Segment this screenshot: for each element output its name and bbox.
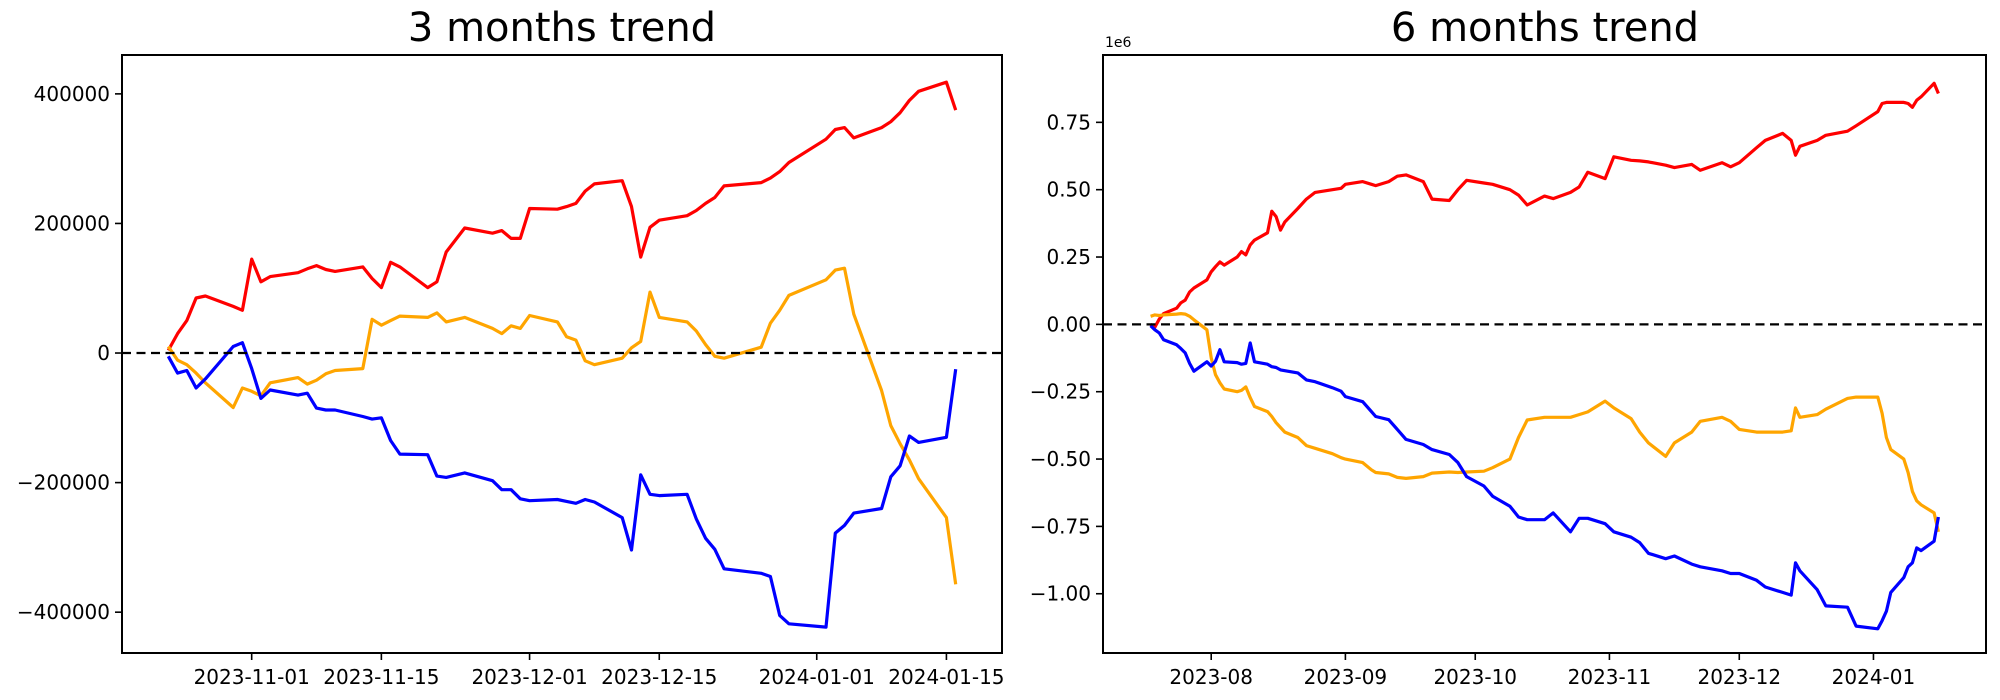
y-tick-label: 0.50 (1046, 178, 1091, 202)
x-tick-label: 2023-12-15 (601, 665, 717, 689)
y-tick-label: −0.25 (1030, 380, 1091, 404)
x-tick-label: 2023-09 (1304, 665, 1388, 689)
x-tick-label: 2024-01-01 (759, 665, 875, 689)
y-tick-label: −200000 (17, 471, 110, 495)
chart-title: 3 months trend (407, 5, 717, 51)
x-tick-label: 2023-12-01 (471, 665, 587, 689)
x-tick-label: 2023-11 (1568, 665, 1652, 689)
y-axis-offset-label: 1e6 (1105, 35, 1132, 51)
chart-canvas-6-months: 0.75 0.50 0.25 0.00 −0.25 −0.50 −0.75 −1.00 2023… (1030, 35, 1987, 689)
series-line-red (166, 80, 958, 352)
x-tick-label: 2023-08 (1169, 665, 1253, 689)
series-line-orange (166, 266, 958, 585)
plot-border (121, 54, 1003, 654)
x-tick-label: 2023-10 (1433, 665, 1517, 689)
y-tick-label: −1.00 (1030, 582, 1091, 606)
y-tick-label: 0.75 (1046, 110, 1091, 134)
y-tick-label: −0.50 (1030, 447, 1091, 471)
y-tick-label: 0.00 (1046, 312, 1091, 336)
chart-6-months-trend: 6 months trend 0.75 0.50 0.25 0.00 −0.25 −0.5… (1010, 0, 2000, 700)
series-line-blue (1149, 324, 1940, 631)
y-tick-label: 0.25 (1046, 245, 1091, 269)
series-line-orange (1150, 312, 1940, 533)
chart-title: 6 months trend (1390, 5, 1700, 51)
x-tick-label: 2023-11-15 (323, 665, 439, 689)
x-tick-label: 2023-11-01 (194, 665, 310, 689)
y-tick-label: 400000 (34, 82, 110, 106)
chart-3-months-trend: 3 months trend 400000 200000 0 −200000 −4000… (17, 5, 1005, 689)
series-line-red (1149, 81, 1940, 329)
y-tick-label: 200000 (34, 211, 110, 235)
x-tick-label: 2023-12 (1697, 665, 1781, 689)
chart-canvas-3-months: 400000 200000 0 −200000 −400000 2023-11-01 202… (17, 54, 1005, 689)
plot-border (1102, 54, 1987, 654)
x-tick-label: 2024-01-15 (888, 665, 1004, 689)
x-tick-label: 2024-01 (1832, 665, 1916, 689)
y-tick-label: −400000 (17, 600, 110, 624)
y-tick-label: −0.75 (1030, 514, 1091, 538)
y-tick-label: 0 (97, 341, 110, 365)
series-line-blue (166, 341, 958, 629)
